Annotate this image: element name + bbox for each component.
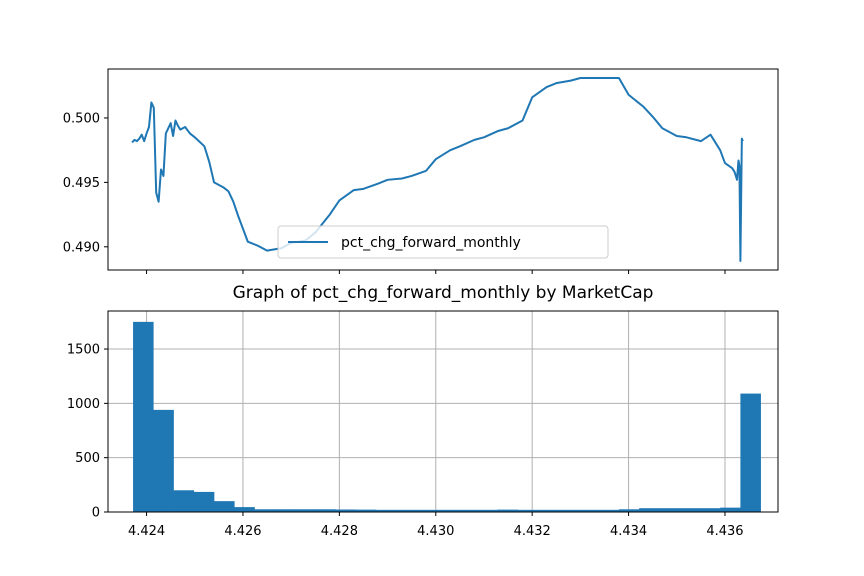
histogram-bar — [193, 491, 215, 512]
histogram-x-tick-label: 4.436 — [706, 524, 743, 539]
histogram-bar — [295, 509, 316, 512]
line-y-tick-label: 0.495 — [63, 176, 100, 191]
histogram-plot-frame — [107, 310, 779, 513]
histogram-bar — [720, 507, 741, 512]
histogram-bar — [558, 509, 579, 512]
histogram-x-tick-label: 4.428 — [321, 524, 358, 539]
histogram-bar — [699, 508, 721, 512]
histogram-bar — [598, 509, 620, 512]
histogram-x-tick-label: 4.424 — [128, 524, 165, 539]
histogram-y-tick-label: 0 — [92, 506, 100, 521]
histogram-bar — [335, 509, 357, 512]
histogram-bar — [153, 409, 174, 512]
histogram-x-ticks: 4.424 4.426 4.428 4.430 4.432 4.434 4.436 — [128, 512, 744, 539]
line-plot-frame — [107, 68, 779, 271]
histogram-bar — [618, 509, 640, 512]
histogram-bar — [679, 508, 701, 512]
histogram-x-tick-label: 4.432 — [514, 524, 551, 539]
histogram-bar — [456, 509, 478, 512]
histogram-x-tick-label: 4.434 — [610, 524, 647, 539]
histogram-title: Graph of pct_chg_forward_monthly by Mark… — [233, 283, 654, 303]
line-y-tick-label: 0.490 — [63, 240, 100, 255]
histogram-bar — [254, 509, 276, 512]
line-chart-axes: 0.490 0.495 0.500 pct_chg_forward_monthly — [63, 68, 779, 274]
histogram-y-tick-label: 1000 — [67, 397, 100, 412]
histogram-bar — [497, 509, 519, 512]
histogram-bar — [234, 507, 255, 512]
histogram-bar — [639, 508, 660, 512]
histogram-bar — [355, 509, 377, 512]
histogram-bar — [477, 509, 498, 512]
histogram-bar — [214, 501, 235, 512]
histogram-bar — [133, 321, 154, 512]
histogram-bar — [517, 509, 539, 512]
histogram-x-tick-label: 4.426 — [224, 524, 261, 539]
histogram-bar — [315, 509, 336, 512]
legend-box — [277, 225, 609, 259]
histogram-bar — [659, 508, 680, 512]
histogram-y-tick-label: 500 — [75, 451, 100, 466]
histogram-bar — [740, 393, 761, 512]
histogram-bar — [396, 509, 417, 512]
histogram-y-tick-label: 1500 — [67, 343, 100, 358]
histogram-bar — [416, 509, 438, 512]
line-series-pct-chg-forward-monthly — [131, 77, 744, 262]
histogram-bars — [133, 321, 761, 512]
histogram-x-tick-label: 4.430 — [417, 524, 454, 539]
histogram-bar — [274, 509, 296, 512]
line-series-group — [131, 77, 744, 262]
histogram-bar — [376, 509, 397, 512]
histogram-y-ticks: 0 500 1000 1500 — [67, 343, 108, 521]
line-y-ticks: 0.490 0.495 0.500 — [63, 111, 108, 255]
line-legend: pct_chg_forward_monthly — [277, 225, 609, 259]
histogram-plot-area — [108, 311, 778, 512]
histogram-bar — [173, 490, 195, 512]
line-y-tick-label: 0.500 — [63, 111, 100, 126]
histogram-bar — [537, 509, 559, 512]
histogram-bar — [578, 509, 599, 512]
line-x-ticks — [146, 270, 726, 274]
histogram-axes: Graph of pct_chg_forward_monthly by Mark… — [67, 283, 779, 539]
legend-label: pct_chg_forward_monthly — [341, 235, 521, 251]
histogram-bar — [436, 509, 458, 512]
